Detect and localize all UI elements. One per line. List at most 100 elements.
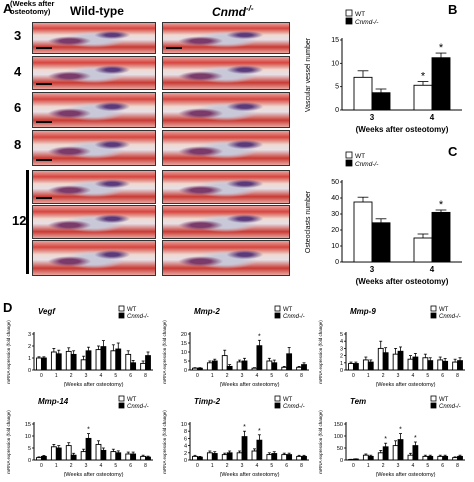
- bar-cnmd: [70, 353, 77, 371]
- histology-wt-week-12b: [32, 205, 156, 239]
- x-tick-label: 2: [226, 373, 229, 379]
- x-tick-label: 4: [412, 373, 415, 379]
- bar-wt: [80, 359, 87, 371]
- x-tick-label: 8: [144, 463, 147, 469]
- legend-swatch-wt: [274, 305, 281, 312]
- bar-wt: [251, 450, 258, 461]
- bar-wt: [413, 84, 433, 111]
- bar-wt: [422, 455, 429, 461]
- bar-cnmd: [431, 211, 451, 263]
- y-tick-label: 5: [340, 332, 343, 338]
- y-tick-label: 20: [181, 332, 187, 338]
- bar-wt: [407, 358, 414, 371]
- x-tick-label: 1: [55, 373, 58, 379]
- x-tick-label: 5: [270, 373, 273, 379]
- bar-cnmd: [382, 446, 389, 461]
- y-tick-label: 40: [331, 195, 339, 202]
- legend-label-cnmd: Cnmd-/-: [355, 161, 379, 168]
- legend-swatch-wt: [274, 395, 281, 402]
- bar-wt: [348, 363, 354, 371]
- bar-wt: [65, 350, 72, 371]
- y-axis-label: Osteoclasts number: [305, 190, 312, 253]
- bar-cnmd: [301, 455, 307, 461]
- bar-wt: [296, 366, 303, 371]
- row-label-week-8: 8: [14, 137, 22, 152]
- bar-wt: [36, 357, 42, 371]
- bar-wt: [392, 445, 399, 461]
- bar-cnmd: [85, 350, 92, 371]
- bar-cnmd: [196, 367, 203, 371]
- bar-cnmd: [442, 360, 449, 371]
- column-header-wild-type: Wild-type: [70, 4, 124, 18]
- bar-cnmd: [427, 455, 434, 461]
- legend-label-wt: WT: [283, 397, 293, 403]
- y-axis-label: mRNA expression (fold change): [6, 320, 11, 384]
- panel-letter: C: [448, 144, 458, 159]
- bar-cnmd: [367, 361, 374, 371]
- histology-wt-week-12a: [32, 170, 156, 204]
- y-tick-label: 100: [334, 434, 343, 440]
- chart-title: Tem: [350, 397, 366, 406]
- x-tick-label: 2: [382, 373, 385, 379]
- row-label-week-4: 4: [14, 64, 22, 79]
- legend-swatch-wt: [118, 395, 125, 402]
- bar-wt: [36, 457, 42, 461]
- bar-cnmd: [241, 436, 248, 461]
- chart-title: Mmp-2: [194, 307, 220, 316]
- bar-cnmd: [100, 449, 107, 461]
- significance-star: *: [439, 42, 444, 54]
- x-axis-label: (Weeks after osteotomy): [220, 382, 280, 388]
- legend-label-wt: WT: [355, 11, 365, 18]
- bar-wt: [236, 361, 243, 371]
- histology-ko-week-8: [162, 130, 290, 166]
- x-tick-label: 2: [226, 463, 229, 469]
- legend-swatch-wt: [430, 305, 437, 312]
- y-tick-label: 6: [184, 436, 187, 442]
- significance-star: *: [243, 424, 246, 431]
- legend-label-cnmd: Cnmd-/-: [355, 19, 379, 26]
- bar-cnmd: [412, 356, 419, 371]
- bar-wt: [80, 451, 87, 461]
- legend-label-wt: WT: [355, 153, 365, 160]
- legend-swatch-wt: [118, 305, 125, 312]
- y-tick-label: 0: [184, 368, 187, 374]
- significance-star: *: [384, 436, 387, 443]
- significance-star: *: [258, 428, 261, 435]
- legend-label-wt: WT: [439, 307, 449, 313]
- x-tick-label: 5: [426, 373, 429, 379]
- y-axis-label: mRNA expression (fold change): [318, 320, 323, 384]
- scale-bar: [36, 83, 52, 85]
- bar-cnmd: [85, 437, 92, 461]
- panel-d-letter: D: [3, 300, 13, 315]
- y-axis-label: mRNA expression (fold change): [162, 320, 167, 384]
- x-tick-label: 5: [114, 373, 117, 379]
- bar-cnmd: [55, 447, 62, 461]
- histology-wt-week-12c: [32, 240, 156, 276]
- bar-cnmd: [457, 455, 463, 461]
- y-tick-label: 2: [184, 451, 187, 457]
- histology-ko-week-3: [162, 22, 290, 54]
- legend-label-wt: WT: [127, 307, 137, 313]
- weeks-header-line-1: (Weeks after: [10, 0, 55, 8]
- x-tick-label: 4: [430, 265, 435, 274]
- bar-cnmd: [431, 57, 451, 111]
- bar-cnmd: [196, 456, 203, 461]
- bar-cnmd: [145, 355, 151, 371]
- bar-wt: [50, 351, 57, 371]
- bar-cnmd: [397, 439, 404, 461]
- x-tick-label: 0: [196, 373, 199, 379]
- bar-wt: [281, 366, 288, 371]
- legend-swatch-wt: [430, 395, 437, 402]
- x-tick-label: 6: [441, 373, 444, 379]
- x-tick-label: 8: [144, 373, 147, 379]
- bar-wt: [296, 455, 303, 461]
- bar-wt: [437, 455, 444, 461]
- chart-title: Mmp-9: [350, 307, 376, 316]
- bar-cnmd: [226, 452, 233, 461]
- bar-wt: [251, 367, 258, 371]
- x-tick-label: 8: [456, 463, 459, 469]
- y-tick-label: 2: [28, 344, 31, 350]
- scale-bar: [166, 47, 182, 49]
- bar-wt: [65, 445, 72, 461]
- y-tick-label: 0: [340, 368, 343, 374]
